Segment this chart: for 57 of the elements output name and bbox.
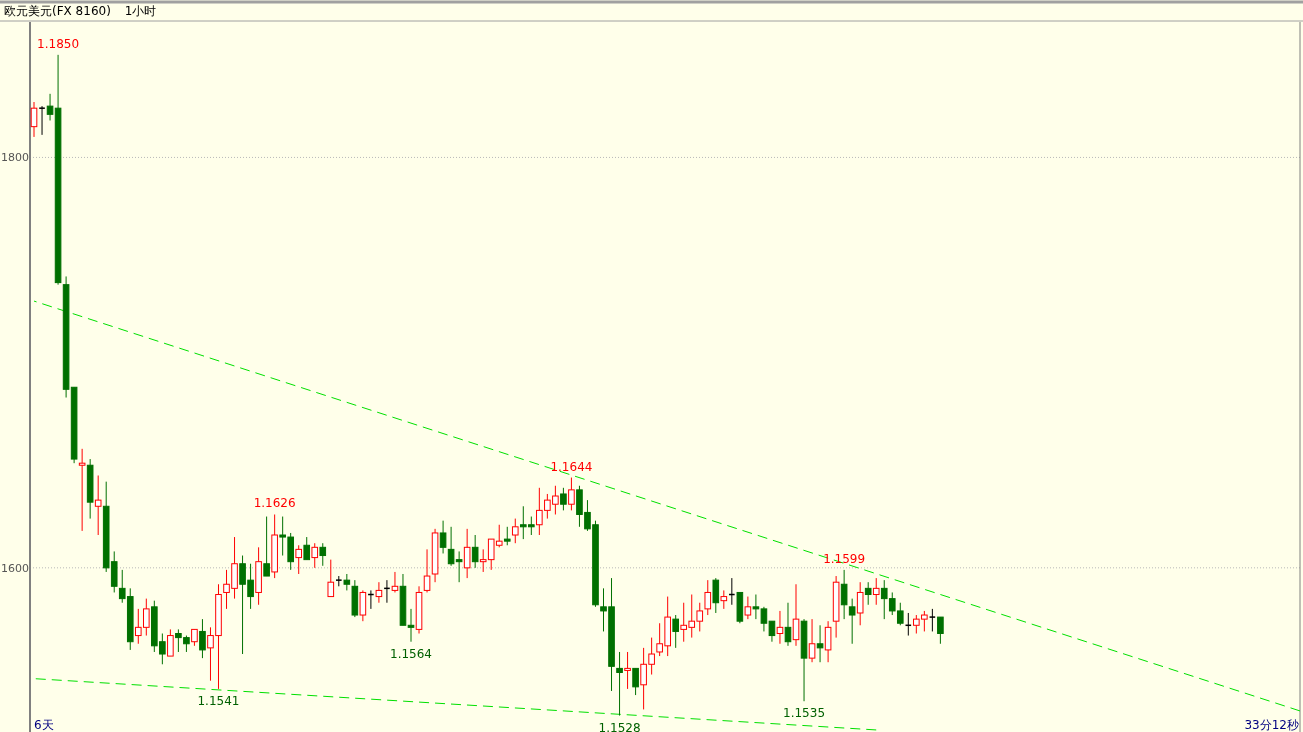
annotation: 1.1626 xyxy=(253,496,296,511)
candlestick xyxy=(808,618,816,663)
candlestick xyxy=(94,475,102,536)
candlestick xyxy=(672,614,679,649)
candlestick xyxy=(303,536,311,561)
candlestick xyxy=(327,559,335,598)
candlestick xyxy=(816,624,824,663)
candlestick xyxy=(39,105,45,136)
candlestick xyxy=(503,526,511,546)
candlestick xyxy=(295,544,303,575)
candlestick xyxy=(937,616,944,645)
candlestick xyxy=(375,581,383,604)
candlestick xyxy=(463,528,471,579)
candlestick xyxy=(776,610,784,645)
candlestick xyxy=(872,577,880,606)
candlestick xyxy=(632,667,639,696)
candlestick xyxy=(311,542,319,569)
annotation: 1.1535 xyxy=(783,706,826,721)
annotation: 1.1564 xyxy=(390,646,432,661)
candlestick xyxy=(704,579,712,616)
candlestick xyxy=(471,534,479,569)
candlestick xyxy=(439,520,447,554)
candlestick xyxy=(78,448,86,532)
candlestick xyxy=(319,542,327,567)
annotation: 6天 xyxy=(34,718,54,732)
text: 33分12秒 xyxy=(1244,718,1299,732)
candlestick xyxy=(864,581,872,606)
candlestick xyxy=(407,608,415,643)
candlestick xyxy=(560,487,567,511)
candlestick xyxy=(824,620,832,663)
candlestick xyxy=(744,596,752,620)
candlestick xyxy=(511,518,519,544)
candlestick xyxy=(616,651,623,717)
candlestick xyxy=(792,583,800,647)
candlestick xyxy=(712,577,720,614)
y-tick-label: 1600 xyxy=(1,561,29,575)
candlestick xyxy=(199,618,206,659)
candlestick xyxy=(568,477,575,511)
candlestick xyxy=(263,516,270,577)
candlestick xyxy=(391,571,399,593)
chart-title: 欧元美元(FX 8160) xyxy=(4,4,111,18)
annotation: 1.1599 xyxy=(823,551,866,566)
candlestick xyxy=(359,589,367,622)
candlestick xyxy=(167,628,174,657)
annotation: 1.1528 xyxy=(598,720,641,732)
candlestick xyxy=(856,581,864,626)
annotation: 1.1541 xyxy=(197,693,240,708)
candlestick xyxy=(624,651,631,690)
chart-subtitle: 1小时 xyxy=(124,4,157,18)
candlestick xyxy=(840,569,848,620)
y-tick-label: 1800 xyxy=(1,151,29,165)
candlestick xyxy=(423,548,431,593)
annotation: 1.1644 xyxy=(550,459,593,474)
annotation: 1.1850 xyxy=(37,36,80,51)
candlestick xyxy=(720,589,728,610)
candlestick xyxy=(848,598,856,645)
candlestick xyxy=(929,608,936,632)
